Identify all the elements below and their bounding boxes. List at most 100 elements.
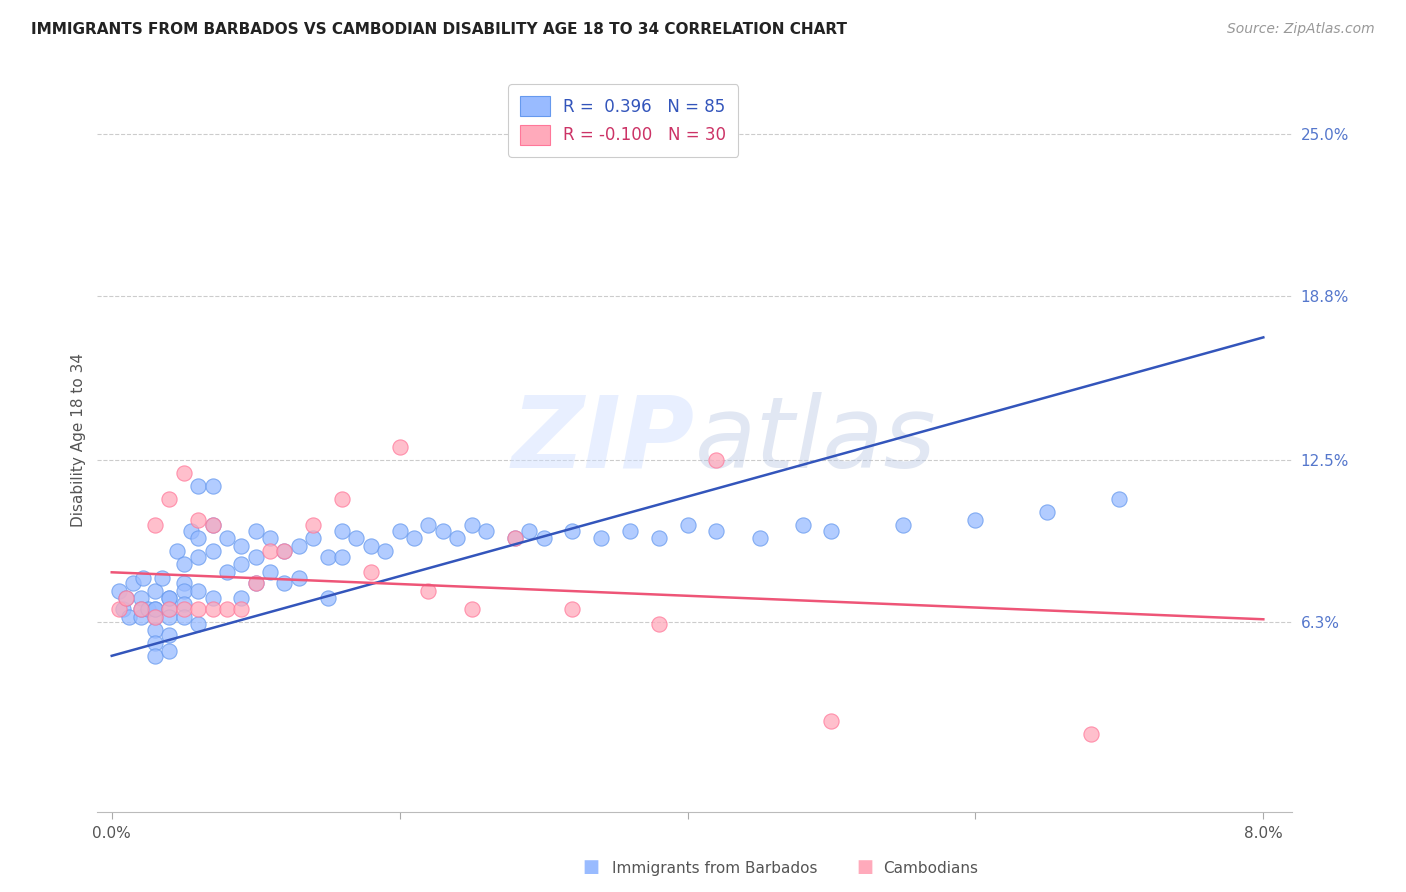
Point bbox=[132, 570, 155, 584]
Point bbox=[215, 532, 238, 546]
Point bbox=[173, 575, 195, 590]
Point bbox=[346, 532, 368, 546]
Point bbox=[157, 602, 180, 616]
Point bbox=[143, 623, 166, 637]
Point bbox=[748, 532, 770, 546]
Point bbox=[316, 591, 339, 606]
Point bbox=[460, 602, 482, 616]
Point bbox=[273, 544, 295, 558]
Point bbox=[143, 636, 166, 650]
Point bbox=[215, 566, 238, 580]
Point bbox=[143, 518, 166, 533]
Point bbox=[619, 524, 641, 538]
Point bbox=[561, 524, 583, 538]
Point bbox=[330, 492, 353, 507]
Point bbox=[503, 532, 526, 546]
Point bbox=[129, 591, 152, 606]
Point bbox=[245, 575, 267, 590]
Point bbox=[201, 602, 224, 616]
Point bbox=[187, 617, 209, 632]
Point bbox=[129, 602, 152, 616]
Point bbox=[533, 532, 555, 546]
Point bbox=[820, 524, 842, 538]
Point bbox=[112, 602, 135, 616]
Point bbox=[143, 609, 166, 624]
Point bbox=[1080, 727, 1102, 741]
Point bbox=[115, 591, 138, 606]
Point bbox=[648, 532, 671, 546]
Point bbox=[231, 591, 253, 606]
Point bbox=[157, 591, 180, 606]
Point bbox=[173, 558, 195, 572]
Point bbox=[1036, 505, 1059, 519]
Point bbox=[157, 643, 180, 657]
Point bbox=[418, 518, 440, 533]
Point bbox=[591, 532, 613, 546]
Text: Immigrants from Barbados: Immigrants from Barbados bbox=[612, 861, 817, 876]
Point bbox=[201, 544, 224, 558]
Point bbox=[201, 518, 224, 533]
Point bbox=[259, 544, 281, 558]
Point bbox=[302, 532, 325, 546]
Point bbox=[180, 524, 202, 538]
Text: ZIP: ZIP bbox=[512, 392, 695, 489]
Point bbox=[561, 602, 583, 616]
Point bbox=[302, 518, 325, 533]
Point bbox=[259, 532, 281, 546]
Point bbox=[288, 570, 311, 584]
Point bbox=[1108, 492, 1130, 507]
Point bbox=[231, 602, 253, 616]
Point bbox=[136, 602, 159, 616]
Point bbox=[187, 513, 209, 527]
Point bbox=[330, 524, 353, 538]
Point bbox=[173, 583, 195, 598]
Point bbox=[173, 602, 195, 616]
Point bbox=[143, 602, 166, 616]
Point bbox=[704, 524, 727, 538]
Point bbox=[245, 549, 267, 564]
Text: ■: ■ bbox=[582, 858, 599, 876]
Point bbox=[187, 602, 209, 616]
Point bbox=[288, 539, 311, 553]
Point bbox=[517, 524, 540, 538]
Point bbox=[360, 539, 382, 553]
Point bbox=[108, 602, 131, 616]
Point bbox=[965, 513, 987, 527]
Point bbox=[173, 609, 195, 624]
Point bbox=[122, 575, 145, 590]
Text: atlas: atlas bbox=[695, 392, 936, 489]
Point bbox=[143, 609, 166, 624]
Point bbox=[201, 518, 224, 533]
Point bbox=[460, 518, 482, 533]
Point bbox=[418, 583, 440, 598]
Point bbox=[792, 518, 814, 533]
Point bbox=[231, 539, 253, 553]
Y-axis label: Disability Age 18 to 34: Disability Age 18 to 34 bbox=[72, 353, 86, 527]
Point bbox=[143, 602, 166, 616]
Point bbox=[273, 575, 295, 590]
Point bbox=[173, 597, 195, 611]
Point bbox=[503, 532, 526, 546]
Point bbox=[157, 602, 180, 616]
Point bbox=[187, 532, 209, 546]
Text: IMMIGRANTS FROM BARBADOS VS CAMBODIAN DISABILITY AGE 18 TO 34 CORRELATION CHART: IMMIGRANTS FROM BARBADOS VS CAMBODIAN DI… bbox=[31, 22, 846, 37]
Point bbox=[273, 544, 295, 558]
Point bbox=[157, 609, 180, 624]
Point bbox=[316, 549, 339, 564]
Text: Source: ZipAtlas.com: Source: ZipAtlas.com bbox=[1227, 22, 1375, 37]
Point bbox=[187, 583, 209, 598]
Point bbox=[388, 524, 411, 538]
Point bbox=[115, 591, 138, 606]
Point bbox=[157, 591, 180, 606]
Point bbox=[187, 479, 209, 493]
Point bbox=[388, 440, 411, 454]
Text: ■: ■ bbox=[856, 858, 873, 876]
Point bbox=[201, 591, 224, 606]
Point bbox=[166, 544, 188, 558]
Point bbox=[820, 714, 842, 728]
Point bbox=[330, 549, 353, 564]
Point bbox=[157, 492, 180, 507]
Point bbox=[475, 524, 498, 538]
Point bbox=[245, 524, 267, 538]
Point bbox=[173, 466, 195, 480]
